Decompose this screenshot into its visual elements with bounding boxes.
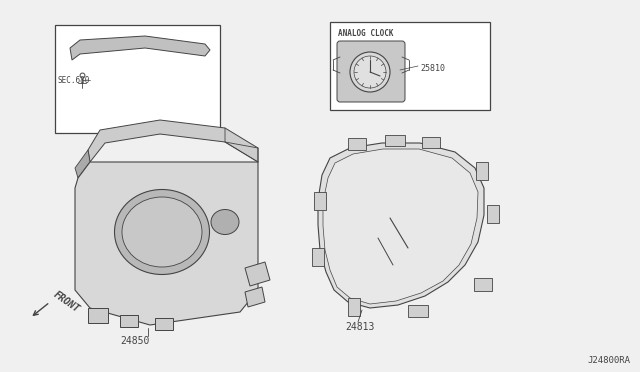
- Polygon shape: [323, 149, 478, 304]
- Bar: [120, 315, 138, 327]
- Ellipse shape: [115, 189, 209, 275]
- Bar: [312, 248, 324, 266]
- Bar: [476, 162, 488, 180]
- Polygon shape: [245, 262, 270, 286]
- Bar: [474, 278, 492, 291]
- Ellipse shape: [211, 209, 239, 234]
- Polygon shape: [318, 143, 484, 308]
- Polygon shape: [75, 150, 90, 178]
- Bar: [408, 305, 428, 317]
- Text: 24813: 24813: [345, 322, 374, 332]
- Bar: [330, 22, 490, 110]
- FancyBboxPatch shape: [337, 41, 405, 102]
- Text: 24850: 24850: [120, 336, 150, 346]
- Bar: [348, 138, 366, 150]
- Bar: [155, 318, 173, 330]
- Bar: [88, 308, 108, 323]
- Bar: [314, 192, 326, 210]
- Polygon shape: [70, 36, 210, 60]
- Bar: [385, 135, 405, 146]
- Polygon shape: [75, 162, 258, 325]
- Text: 25810: 25810: [420, 64, 445, 73]
- Bar: [55, 25, 220, 133]
- Text: FRONT: FRONT: [52, 289, 82, 314]
- Ellipse shape: [122, 197, 202, 267]
- Circle shape: [354, 56, 386, 88]
- Text: J24800RA: J24800RA: [587, 356, 630, 365]
- Bar: [487, 205, 499, 223]
- Text: SEC.680: SEC.680: [57, 76, 90, 84]
- Polygon shape: [245, 287, 265, 307]
- Bar: [422, 137, 440, 148]
- Circle shape: [350, 52, 390, 92]
- Bar: [348, 298, 360, 316]
- Text: ANALOG CLOCK: ANALOG CLOCK: [338, 29, 394, 38]
- Polygon shape: [88, 120, 258, 162]
